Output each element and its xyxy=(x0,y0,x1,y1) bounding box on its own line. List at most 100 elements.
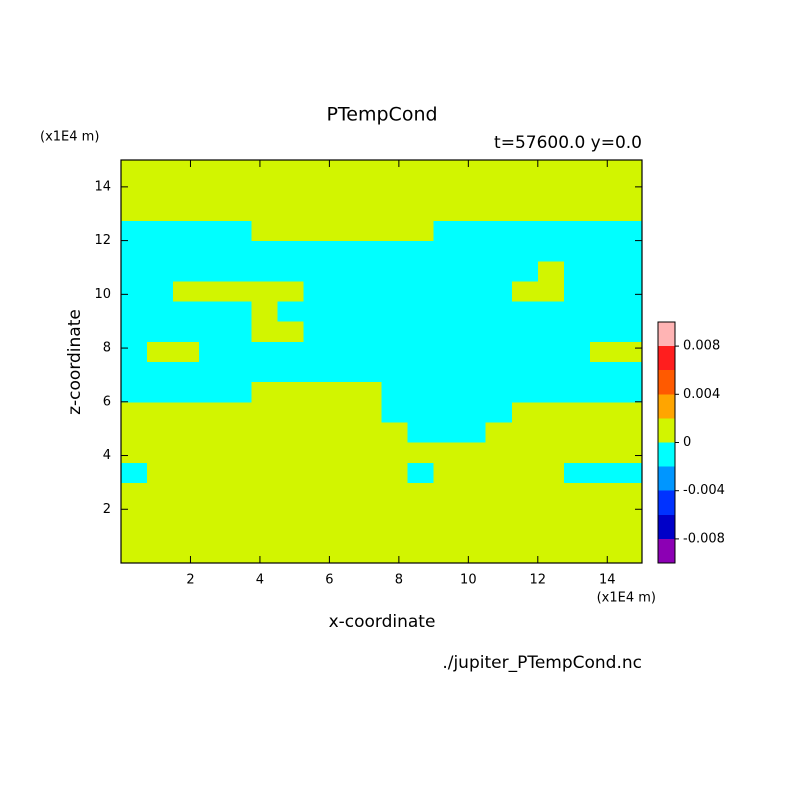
cell xyxy=(615,482,643,504)
cell xyxy=(511,462,539,483)
cell xyxy=(121,522,148,544)
cell xyxy=(433,180,461,201)
cell xyxy=(251,421,278,443)
cell xyxy=(589,442,617,463)
x-unit: (x1E4 m) xyxy=(597,591,656,606)
cell xyxy=(485,220,513,242)
cell xyxy=(277,180,304,201)
cell xyxy=(511,341,539,362)
cell xyxy=(615,522,643,544)
cell xyxy=(121,301,148,322)
cell xyxy=(433,421,461,443)
cell xyxy=(147,421,174,443)
cell xyxy=(459,180,487,201)
cell xyxy=(589,361,617,383)
cell xyxy=(147,240,174,262)
cell xyxy=(173,341,200,362)
colorbar-swatch xyxy=(658,490,675,515)
cell xyxy=(381,462,409,483)
cell xyxy=(615,341,643,362)
cell xyxy=(563,180,591,201)
cell xyxy=(407,421,435,443)
cell xyxy=(147,401,174,423)
cell xyxy=(381,321,409,342)
cell xyxy=(355,280,382,302)
cell xyxy=(407,381,435,403)
cell xyxy=(589,522,617,544)
cell xyxy=(303,341,330,362)
cell xyxy=(199,522,226,544)
cell xyxy=(381,421,409,443)
cell xyxy=(537,321,565,342)
cell xyxy=(485,280,513,302)
cell xyxy=(537,401,565,423)
cell xyxy=(615,442,643,463)
cell xyxy=(225,421,252,443)
cell xyxy=(537,160,565,181)
cell xyxy=(381,160,409,181)
cell xyxy=(355,240,382,262)
cell xyxy=(173,160,200,181)
cell xyxy=(563,522,591,544)
cell xyxy=(537,180,565,201)
cell xyxy=(381,442,409,463)
cell xyxy=(277,542,304,564)
cell xyxy=(381,341,409,362)
cell xyxy=(173,240,200,262)
cell xyxy=(563,321,591,342)
cell xyxy=(459,482,487,504)
cell xyxy=(303,160,330,181)
cell xyxy=(303,401,330,423)
y-unit: (x1E4 m) xyxy=(40,130,99,145)
cell xyxy=(563,361,591,383)
cell xyxy=(329,240,356,262)
cell xyxy=(563,301,591,322)
cell xyxy=(563,200,591,221)
cell xyxy=(511,180,539,201)
cell xyxy=(277,482,304,504)
cell xyxy=(225,280,252,302)
cell xyxy=(277,381,304,403)
cell xyxy=(121,200,148,221)
cell xyxy=(433,220,461,242)
cell xyxy=(199,421,226,443)
cell xyxy=(485,240,513,262)
cell xyxy=(511,160,539,181)
cell xyxy=(147,220,174,242)
cell xyxy=(485,421,513,443)
colorbar-tick-label: -0.008 xyxy=(683,531,725,546)
cell xyxy=(563,240,591,262)
cell xyxy=(173,401,200,423)
cell xyxy=(563,421,591,443)
cell xyxy=(485,462,513,483)
cell xyxy=(121,502,148,524)
chart-subtitle: t=57600.0 y=0.0 xyxy=(494,133,642,153)
cell xyxy=(537,301,565,322)
cell xyxy=(121,160,148,181)
cell xyxy=(537,381,565,403)
cell xyxy=(433,522,461,544)
cell xyxy=(615,240,643,262)
cell xyxy=(407,462,435,483)
x-tick-label: 14 xyxy=(599,573,616,588)
cell xyxy=(511,301,539,322)
cell xyxy=(615,381,643,403)
cell xyxy=(199,220,226,242)
cell xyxy=(355,522,382,544)
cell xyxy=(147,301,174,322)
cell xyxy=(121,321,148,342)
cell xyxy=(173,280,200,302)
cell xyxy=(485,301,513,322)
cell xyxy=(225,301,252,322)
cell xyxy=(277,200,304,221)
cell xyxy=(121,341,148,362)
cell xyxy=(381,301,409,322)
cell xyxy=(147,160,174,181)
cell xyxy=(277,341,304,362)
x-tick-label: 12 xyxy=(530,573,547,588)
cell xyxy=(329,401,356,423)
cell xyxy=(537,260,565,282)
chart-title: PTempCond xyxy=(326,104,437,126)
cell xyxy=(407,542,435,564)
cell xyxy=(433,462,461,483)
